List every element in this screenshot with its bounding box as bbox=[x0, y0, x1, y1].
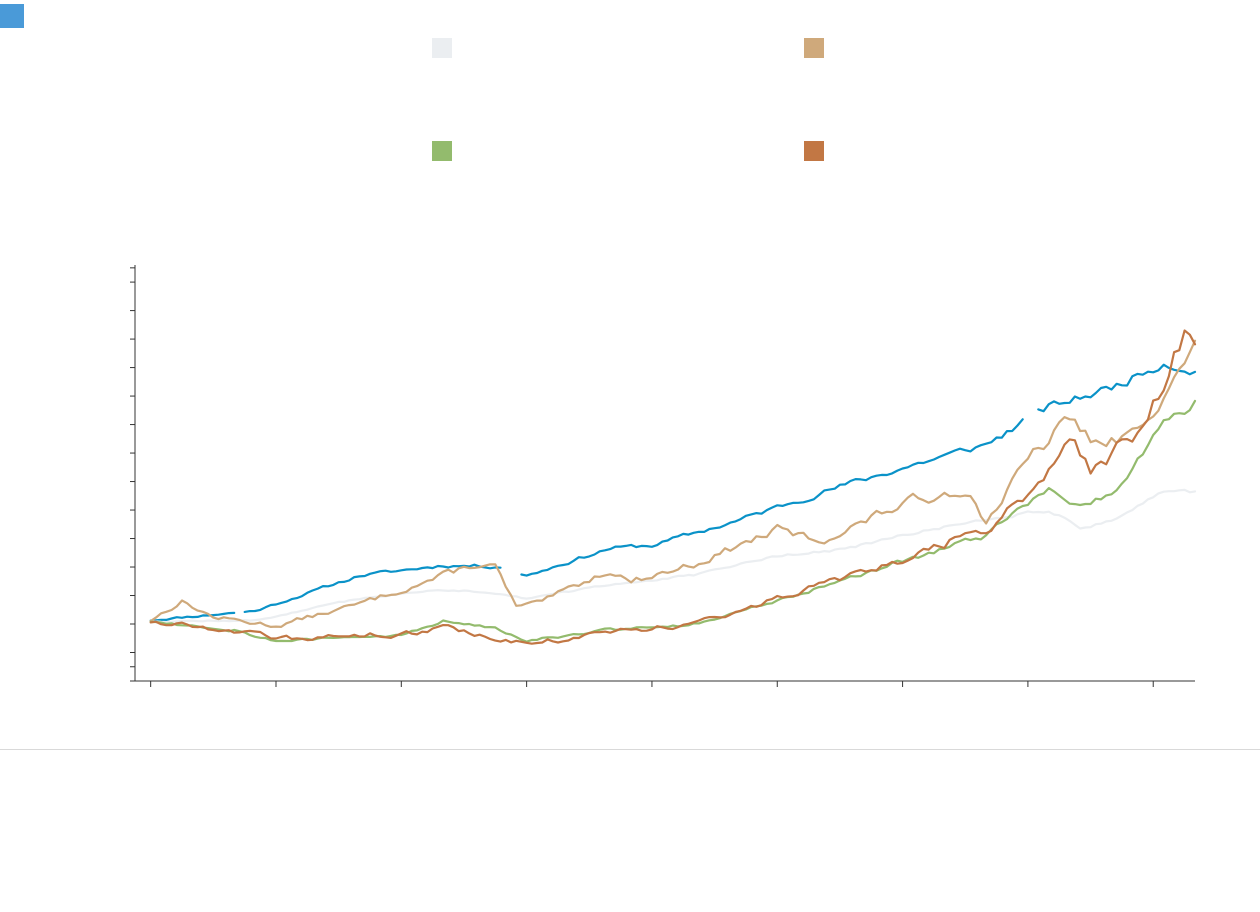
legend-item-2[interactable] bbox=[804, 38, 824, 58]
series-line-4 bbox=[149, 399, 1197, 643]
legend-swatch-3 bbox=[432, 141, 452, 161]
legend-swatch-2 bbox=[804, 38, 824, 58]
divider bbox=[0, 749, 1260, 750]
legend-item-4[interactable] bbox=[804, 141, 824, 161]
legend-item-1[interactable] bbox=[432, 38, 452, 58]
legend bbox=[0, 0, 1260, 200]
corner-tab[interactable] bbox=[0, 4, 24, 28]
series-line-2 bbox=[149, 488, 1197, 624]
legend-swatch-1 bbox=[432, 38, 452, 58]
series-line-3 bbox=[149, 339, 1197, 628]
legend-swatch-4 bbox=[804, 141, 824, 161]
legend-item-3[interactable] bbox=[432, 141, 452, 161]
series-line-5 bbox=[149, 329, 1197, 645]
series-line-1 bbox=[149, 363, 1197, 622]
